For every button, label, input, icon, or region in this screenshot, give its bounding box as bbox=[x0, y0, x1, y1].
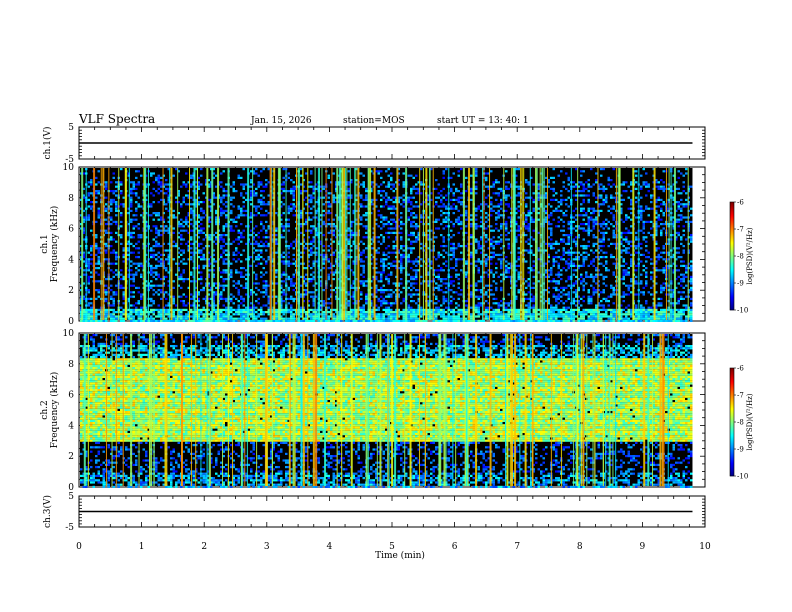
y-tick-label: 6 bbox=[68, 225, 74, 235]
y-tick-label: 0 bbox=[68, 483, 74, 493]
header-start-time: start UT = 13: 40: 1 bbox=[437, 116, 529, 126]
y-tick-label: 0 bbox=[68, 317, 74, 327]
y-tick-label: 4 bbox=[68, 255, 74, 265]
ch1-spectrogram-image bbox=[80, 168, 693, 322]
colorbar-tick-label: -8 bbox=[737, 253, 744, 261]
colorbar-tick-label: -6 bbox=[737, 365, 744, 373]
colorbar-tick-label: -10 bbox=[737, 307, 748, 315]
colorbar-ch2: -6 -7 -8 -9 -10 log(PSD)(V²/Hz) bbox=[729, 365, 754, 481]
colorbar-label: log(PSD)(V²/Hz) bbox=[746, 393, 754, 450]
x-tick-label: 4 bbox=[327, 542, 333, 552]
x-tick-label: 6 bbox=[452, 542, 458, 552]
colorbar-tick-label: -7 bbox=[737, 226, 744, 234]
y-tick-label: 10 bbox=[63, 163, 75, 173]
y-tick-label: 8 bbox=[68, 360, 74, 370]
y-tick-label: -5 bbox=[65, 523, 74, 533]
y-tick-label: 5 bbox=[68, 492, 74, 502]
x-tick-label: 0 bbox=[76, 542, 82, 552]
y-tick-label: 2 bbox=[68, 286, 74, 296]
y-tick-label: 8 bbox=[68, 194, 74, 204]
y-tick-label: 6 bbox=[68, 391, 74, 401]
y-tick-label: 4 bbox=[68, 421, 74, 431]
y-axis-label: ch.1(V) bbox=[42, 127, 53, 160]
colorbar-tick-label: -9 bbox=[737, 446, 744, 454]
figure-title: VLF Spectra bbox=[78, 112, 155, 126]
colorbar-tick-label: -6 bbox=[737, 199, 744, 207]
header-station: station=MOS bbox=[343, 116, 405, 126]
y-axis-label: Frequency (kHz) bbox=[49, 372, 60, 449]
colorbar-tick-label: -9 bbox=[737, 280, 744, 288]
x-tick-label: 9 bbox=[640, 542, 646, 552]
x-tick-label: 8 bbox=[577, 542, 583, 552]
x-tick-label: 5 bbox=[389, 542, 395, 552]
header-date: Jan. 15, 2026 bbox=[250, 116, 312, 126]
colorbar-tick-label: -8 bbox=[737, 419, 744, 427]
y-axis-label: ch.1 bbox=[40, 234, 50, 253]
ch2-spectrogram-image bbox=[80, 334, 693, 488]
x-tick-label: 1 bbox=[139, 542, 145, 552]
y-tick-label: 10 bbox=[63, 329, 75, 339]
x-axis-label: Time (min) bbox=[375, 550, 425, 561]
colorbar-tick-label: -10 bbox=[737, 473, 748, 481]
x-tick-label: 10 bbox=[699, 542, 711, 552]
y-axis-label: ch.2 bbox=[40, 400, 50, 419]
y-tick-label: 2 bbox=[68, 452, 74, 462]
colorbar-label: log(PSD)(V²/Hz) bbox=[746, 227, 754, 284]
colorbar-ch1: -6 -7 -8 -9 -10 log(PSD)(V²/Hz) bbox=[729, 199, 754, 315]
x-tick-label: 7 bbox=[514, 542, 520, 552]
x-tick-label: 2 bbox=[201, 542, 207, 552]
y-tick-label: -5 bbox=[65, 155, 74, 165]
y-axis-label: ch.3(V) bbox=[42, 495, 53, 528]
y-tick-label: 5 bbox=[68, 123, 74, 133]
x-tick-label: 3 bbox=[264, 542, 270, 552]
colorbar-tick-label: -7 bbox=[737, 392, 744, 400]
y-axis-label: Frequency (kHz) bbox=[49, 206, 60, 283]
